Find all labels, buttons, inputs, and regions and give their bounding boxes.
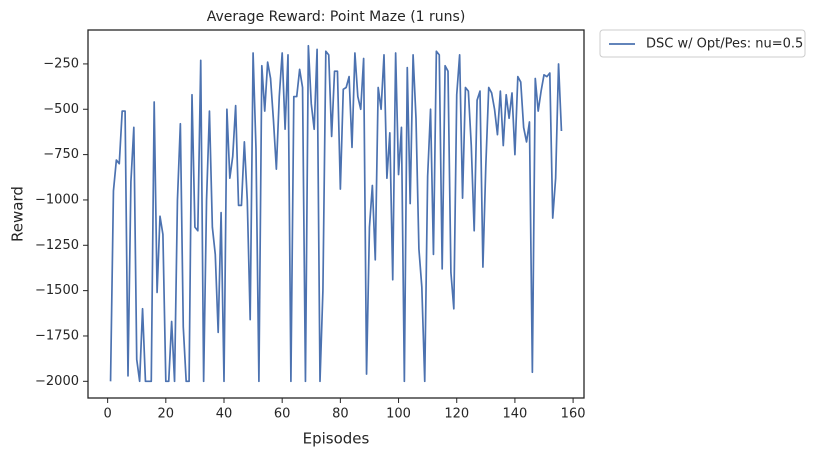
y-tick-label: −1250 [35, 238, 79, 253]
data-line [109, 44, 563, 383]
chart-title: Average Reward: Point Maze (1 runs) [207, 9, 466, 25]
y-axis-label: Reward [9, 186, 27, 242]
y-tick-label: −500 [43, 102, 79, 117]
y-tick-label: −1000 [35, 192, 79, 207]
x-axis-label: Episodes [303, 430, 370, 448]
plot-frame [87, 29, 585, 399]
x-tick-label: 140 [502, 407, 527, 422]
x-tick-label: 60 [274, 407, 291, 422]
x-tick-label: 0 [103, 407, 111, 422]
y-tick-label: −750 [43, 147, 79, 162]
y-tick-label: −250 [43, 56, 79, 71]
x-tick-label: 80 [332, 407, 349, 422]
legend-label: DSC w/ Opt/Pes: nu=0.5 [646, 37, 803, 52]
x-tick-label: 100 [386, 407, 411, 422]
x-tick-label: 120 [444, 407, 469, 422]
x-tick-label: 20 [158, 407, 175, 422]
y-tick-label: −1750 [35, 328, 79, 343]
legend-box [599, 29, 806, 58]
y-tick-label: −1500 [35, 283, 79, 298]
y-tick-label: −2000 [35, 374, 79, 389]
x-tick-label: 160 [561, 407, 586, 422]
x-tick-label: 40 [216, 407, 233, 422]
